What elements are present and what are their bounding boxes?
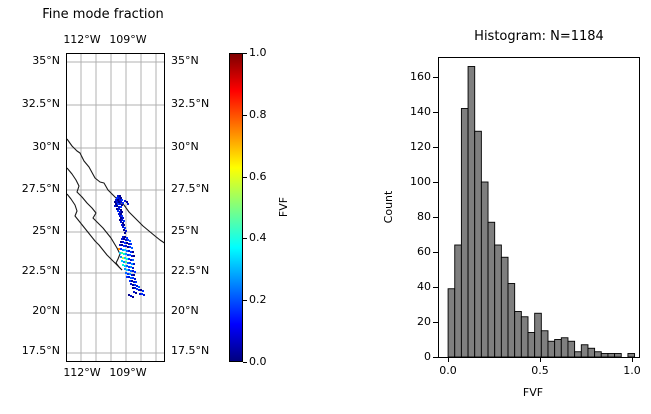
hist-ytick-label: 60 [417,245,431,258]
map-plot-area [66,53,165,362]
map-lat-tick-label-left: 27.5°N [21,182,60,195]
map-lat-tick-label-right: 35°N [171,54,199,67]
hist-ytick-mark [433,112,438,113]
map-lat-tick-label-right: 27.5°N [171,182,210,195]
colorbar-tick-mark [243,238,247,239]
colorbar-tick-mark [243,177,247,178]
map-lon-tick-label-top: 112°W [63,33,101,46]
map-lat-tick-label-left: 17.5°N [21,344,60,357]
map-lat-tick-label-left: 30°N [32,140,60,153]
hist-xtick-mark [448,358,449,362]
hist-xtick-label: 1.0 [623,364,641,377]
hist-ytick-label: 100 [410,175,431,188]
map-lat-tick-label-left: 20°N [32,304,60,317]
hist-ytick-mark [433,287,438,288]
colorbar-tick-mark [243,362,247,363]
map-title: Fine mode fraction [42,7,164,22]
hist-ytick-mark [433,252,438,253]
hist-xtick-label: 0.0 [439,364,457,377]
map-lat-tick-label-right: 20°N [171,304,199,317]
hist-xtick-mark [632,358,633,362]
map-lat-tick-label-right: 30°N [171,140,199,153]
hist-ytick-label: 140 [410,105,431,118]
colorbar-tick-label: 0.6 [249,170,267,183]
map-canvas [67,54,164,361]
histogram-title: Histogram: N=1184 [474,29,604,44]
map-lat-tick-label-right: 32.5°N [171,97,210,110]
hist-ytick-mark [433,357,438,358]
colorbar-tick-label: 0.8 [249,108,267,121]
colorbar-tick-mark [243,53,247,54]
map-lat-tick-label-right: 22.5°N [171,264,210,277]
map-lat-tick-label-left: 22.5°N [21,264,60,277]
hist-ytick-mark [433,322,438,323]
map-lat-tick-label-left: 35°N [32,54,60,67]
hist-ytick-label: 80 [417,210,431,223]
map-lat-tick-label-left: 32.5°N [21,97,60,110]
hist-ytick-label: 40 [417,280,431,293]
hist-ytick-label: 160 [410,70,431,83]
hist-ytick-mark [433,147,438,148]
hist-ytick-mark [433,217,438,218]
colorbar-gradient [229,53,243,362]
hist-ytick-mark [433,182,438,183]
colorbar-tick-label: 0.0 [249,355,267,368]
histogram-canvas [447,66,636,357]
map-lon-tick-label-bottom: 112°W [63,366,101,379]
map-lat-tick-label-left: 25°N [32,224,60,237]
map-lon-tick-label-bottom: 109°W [109,366,147,379]
colorbar-tick-mark [243,300,247,301]
hist-ytick-label: 0 [424,350,431,363]
colorbar-tick-label: 1.0 [249,46,267,59]
map-lat-tick-label-right: 17.5°N [171,344,210,357]
colorbar-tick-mark [243,115,247,116]
histogram-xlabel: FVF [522,386,544,399]
colorbar-tick-label: 0.2 [249,293,267,306]
map-lat-tick-label-right: 25°N [171,224,199,237]
hist-xtick-mark [540,358,541,362]
colorbar-label: FVF [277,196,290,218]
colorbar-tick-label: 0.4 [249,231,267,244]
hist-ytick-label: 20 [417,315,431,328]
histogram-plot-area [438,57,640,358]
histogram-ylabel: Count [382,190,395,224]
hist-ytick-mark [433,77,438,78]
map-lon-tick-label-top: 109°W [109,33,147,46]
hist-xtick-label: 0.5 [531,364,549,377]
hist-ytick-label: 120 [410,140,431,153]
